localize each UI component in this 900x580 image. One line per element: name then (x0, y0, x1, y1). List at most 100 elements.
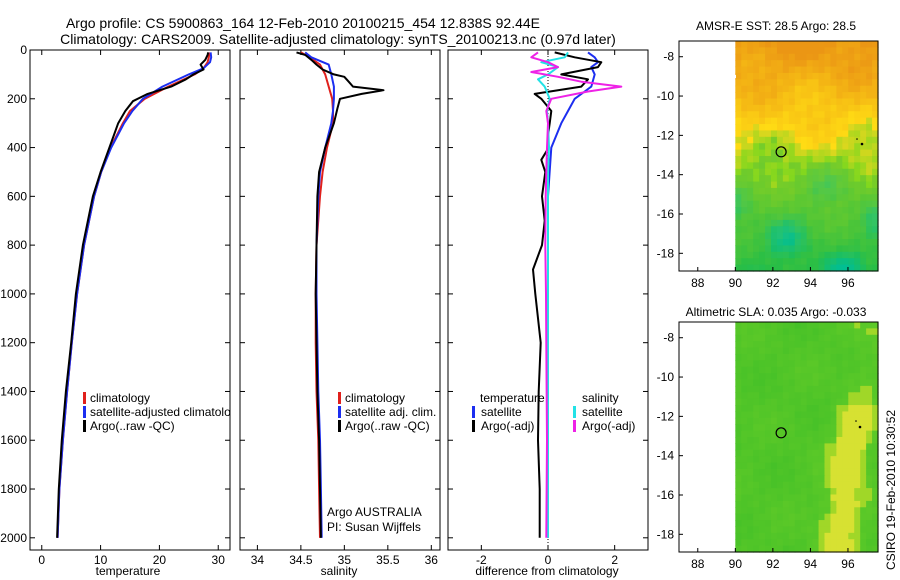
map-cell (782, 92, 790, 100)
map-cell (806, 411, 814, 419)
map-cell (782, 168, 790, 176)
map-cell (753, 456, 760, 464)
map-cell (854, 213, 861, 221)
map-cell (824, 366, 832, 374)
map-cell (806, 500, 814, 508)
map-cell (735, 405, 742, 413)
map-cell (794, 98, 802, 106)
map-cell (753, 500, 760, 508)
map-cell (860, 92, 867, 100)
map-y-tick-label-10: -10 (657, 89, 675, 103)
map-cell (842, 507, 849, 515)
map-cell (806, 437, 814, 444)
map-cell (848, 424, 855, 432)
map-cell (818, 226, 826, 234)
map-cell (806, 366, 814, 374)
map-cell (741, 532, 748, 540)
map-cell (735, 334, 742, 342)
map-cell (830, 398, 837, 406)
y-tick-label-0: 0 (20, 43, 27, 57)
map-cell (794, 437, 802, 444)
map-cell (735, 545, 742, 553)
map-cell (800, 117, 808, 125)
map-cell (818, 66, 826, 74)
map-cell (848, 239, 855, 247)
map-cell (753, 360, 760, 368)
map-cell (806, 232, 814, 240)
map-cell (765, 181, 772, 189)
map-cell (741, 219, 748, 227)
map-cell (759, 232, 766, 240)
map-cell (741, 66, 748, 74)
map-cell (866, 411, 873, 419)
map-cell (806, 219, 814, 227)
map-cell (818, 334, 826, 342)
map-cell (776, 85, 784, 93)
map-cell (753, 449, 760, 457)
legend-swatch-climatology (338, 392, 341, 404)
sla-map-title: Altimetric SLA: 0.035 Argo: -0.033 (686, 305, 867, 319)
map-cell (782, 226, 790, 234)
map-cell (848, 462, 855, 470)
map-cell (818, 398, 826, 406)
map-cell (848, 334, 855, 342)
map-cell (860, 334, 867, 342)
map-cell (800, 251, 808, 259)
y-tick-label-1000: 1000 (0, 287, 27, 301)
map-cell (782, 360, 790, 368)
map-cell (735, 239, 742, 247)
map-cell (872, 539, 879, 547)
map-cell (824, 111, 832, 119)
map-cell (753, 258, 760, 266)
map-cell (770, 41, 778, 48)
map-cell (782, 175, 790, 183)
map-cell (788, 136, 796, 144)
map-cell (794, 347, 802, 355)
map-cell (806, 175, 814, 183)
map-cell (860, 424, 867, 432)
map-cell (872, 156, 879, 163)
map-cell (836, 226, 843, 234)
map-cell (747, 513, 754, 521)
map-cell (872, 385, 879, 393)
map-cell (741, 213, 748, 221)
map-cell (812, 411, 820, 419)
map-cell (824, 539, 832, 547)
map-cell (735, 360, 742, 368)
map-cell (800, 226, 808, 234)
map-cell (776, 60, 784, 68)
map-cell (836, 507, 843, 515)
map-cell (848, 47, 855, 55)
map-cell (765, 468, 772, 476)
map-cell (836, 181, 843, 189)
map-cell (765, 187, 772, 195)
map-cell (860, 437, 867, 444)
map-cell (854, 405, 861, 413)
map-cell (765, 130, 772, 138)
map-cell (812, 507, 820, 515)
map-cell (794, 47, 802, 55)
map-cell (836, 526, 843, 534)
map-cell (806, 341, 814, 349)
map-cell (812, 219, 820, 227)
map-cell (818, 143, 826, 151)
map-cell (765, 168, 772, 176)
map-cell (782, 136, 790, 144)
map-cell (806, 41, 814, 48)
map-cell (842, 232, 849, 240)
map-cell (848, 322, 855, 329)
map-cell (812, 443, 820, 451)
map-cell (830, 213, 837, 221)
map-cell (854, 104, 861, 112)
map-cell (747, 98, 754, 106)
map-cell (776, 437, 784, 444)
map-cell (759, 366, 766, 374)
map-cell (782, 245, 790, 253)
map-cell (836, 456, 843, 464)
map-cell (747, 417, 754, 425)
map-cell (770, 500, 778, 508)
map-cell (836, 258, 843, 266)
map-cell (765, 124, 772, 132)
map-cell (776, 353, 784, 361)
map-cell (788, 322, 796, 329)
